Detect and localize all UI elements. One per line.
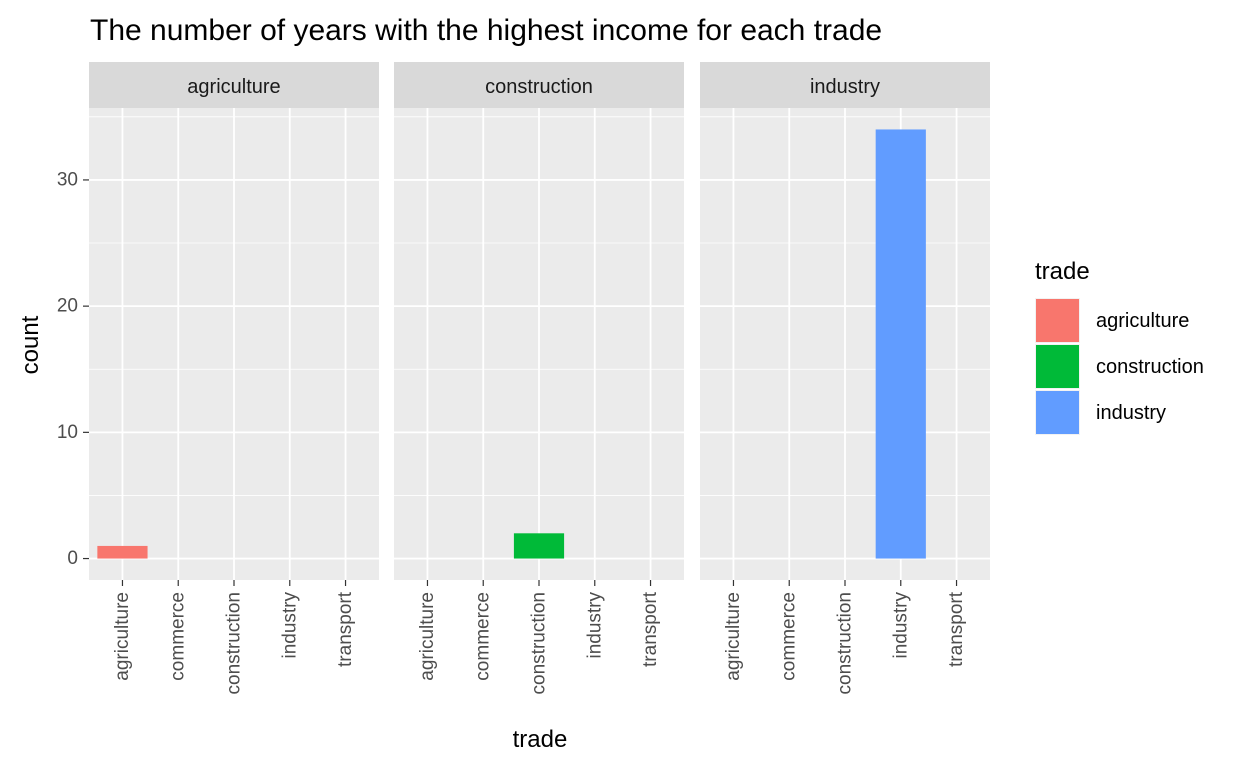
legend: trade agriculture construction industry xyxy=(1035,258,1204,435)
chart-title: The number of years with the highest inc… xyxy=(90,14,882,47)
x-tick-label: industry xyxy=(584,592,605,659)
x-tick-label: construction xyxy=(529,592,550,694)
x-tick-label: commerce xyxy=(779,592,800,681)
x-axis-title: trade xyxy=(513,726,568,753)
y-axis-title: count xyxy=(17,315,44,374)
bar-construction-construction xyxy=(513,533,565,559)
legend-swatch-agriculture xyxy=(1036,299,1079,342)
y-tick-label: 20 xyxy=(57,296,78,317)
x-tick-label: industry xyxy=(279,592,300,659)
x-tick-label: construction xyxy=(224,592,245,694)
x-tick-label: construction xyxy=(835,592,856,694)
legend-label: agriculture xyxy=(1096,310,1189,332)
facet-panel-construction: construction agriculture commerce construct… xyxy=(394,62,684,694)
facet-strip-label: construction xyxy=(485,76,593,98)
x-tick-label: agriculture xyxy=(723,592,744,681)
facet-panel-industry: industry agriculture commerce construction i… xyxy=(700,62,990,694)
legend-title: trade xyxy=(1035,258,1090,285)
legend-label: industry xyxy=(1096,402,1166,424)
x-tick-label: commerce xyxy=(168,592,189,681)
legend-swatch-industry xyxy=(1036,391,1079,434)
x-tick-label: industry xyxy=(890,592,911,659)
facet-strip-label: agriculture xyxy=(187,76,280,98)
legend-label: construction xyxy=(1096,356,1204,378)
y-tick-label: 10 xyxy=(57,422,78,443)
facet-panel-agriculture: agriculture agriculture commerce constructi… xyxy=(89,62,379,694)
facet-strip xyxy=(700,62,990,108)
y-axis: 0 10 20 30 xyxy=(57,169,89,569)
legend-items: agriculture construction industry xyxy=(1035,298,1204,435)
x-tick-label: commerce xyxy=(473,592,494,681)
bar-agriculture-agriculture xyxy=(97,545,148,559)
y-tick-label: 30 xyxy=(57,169,78,190)
x-tick-label: transport xyxy=(946,591,967,667)
bar-industry-industry xyxy=(875,129,926,559)
x-tick-label: transport xyxy=(640,591,661,667)
x-tick-label: agriculture xyxy=(417,592,438,681)
y-tick-label: 0 xyxy=(67,548,78,569)
facet-strip xyxy=(394,62,684,108)
legend-swatch-construction xyxy=(1036,345,1079,388)
facet-strip-label: industry xyxy=(810,76,880,98)
x-tick-label: transport xyxy=(335,591,356,667)
facet-strip xyxy=(89,62,379,108)
x-tick-label: agriculture xyxy=(112,592,133,681)
